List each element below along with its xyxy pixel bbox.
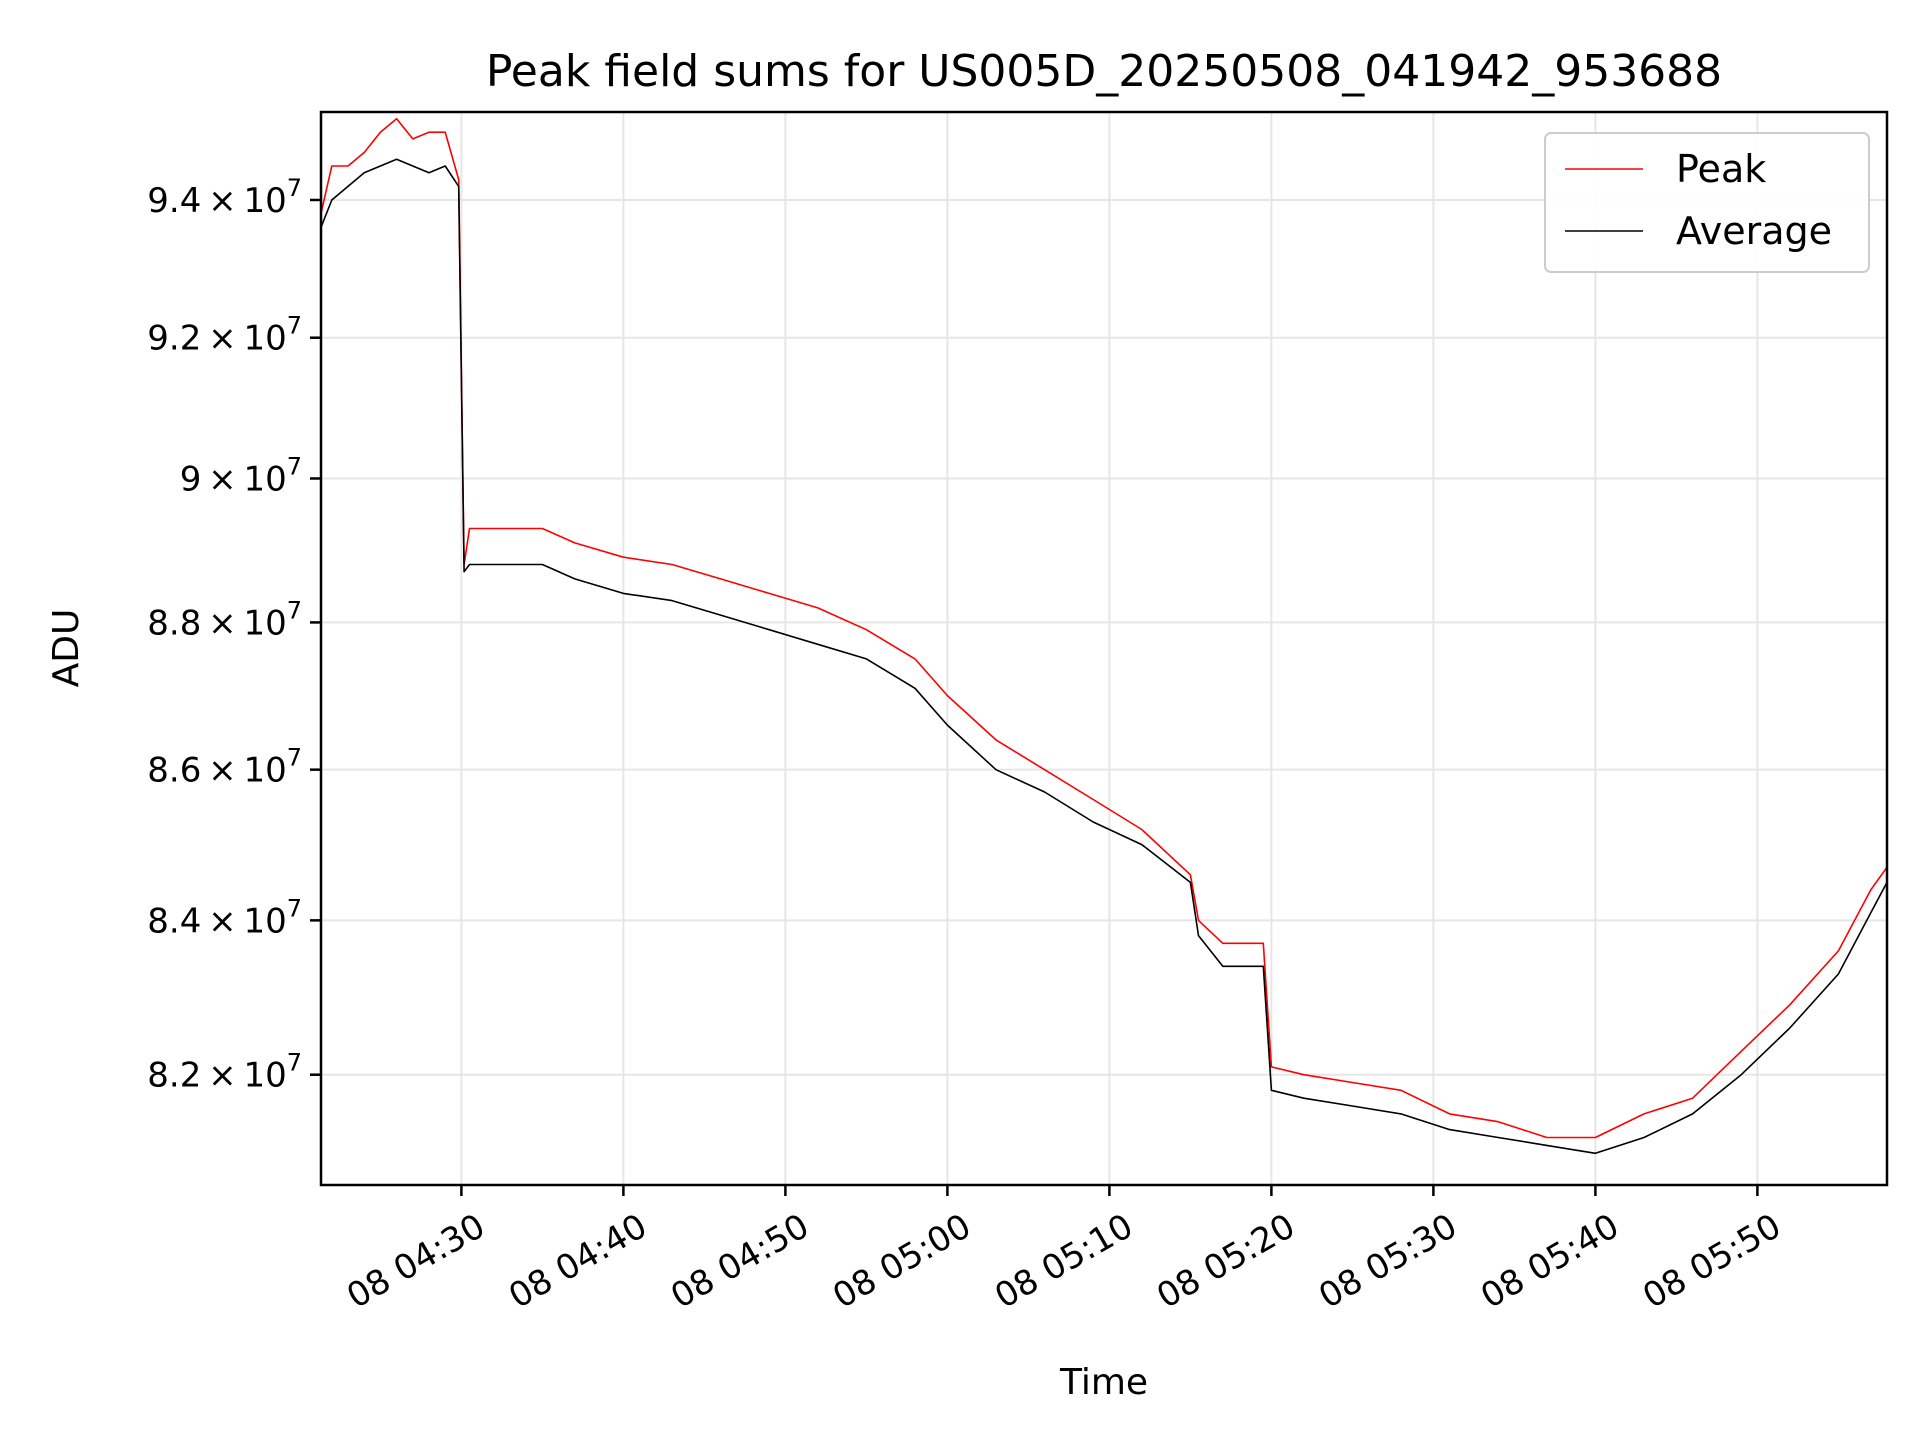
y-axis-label: ADU [46, 609, 87, 688]
y-tick-times: × [201, 319, 243, 359]
chart-title: Peak field sums for US005D_20250508_0419… [486, 46, 1722, 97]
y-tick-label: 8.6 × 107 [147, 744, 302, 791]
x-tick-label: 08 05:20 [1150, 1206, 1302, 1317]
y-tick-label: 9 × 107 [180, 452, 302, 499]
x-tick-label: 08 04:40 [502, 1206, 654, 1317]
y-tick-mantissa: 8.8 [147, 603, 201, 643]
x-tick-label: 08 05:10 [988, 1206, 1140, 1317]
y-tick-base: 10 [243, 751, 286, 791]
y-tick-base: 10 [243, 319, 286, 359]
y-tick-exponent: 7 [287, 596, 302, 624]
y-tick-label: 8.8 × 107 [147, 596, 302, 643]
y-tick-mantissa: 8.4 [147, 901, 201, 941]
y-tick-exponent: 7 [287, 894, 302, 922]
y-tick-times: × [201, 459, 243, 499]
y-tick-mantissa: 9.4 [147, 181, 201, 221]
x-tick-label: 08 04:30 [340, 1206, 492, 1317]
y-tick-base: 10 [243, 1056, 286, 1096]
y-tick-label: 9.2 × 107 [147, 312, 302, 359]
y-tick-times: × [201, 751, 243, 791]
y-tick-exponent: 7 [287, 744, 302, 772]
series-line-average [320, 158, 1888, 1155]
y-tick-times: × [201, 901, 243, 941]
y-tick-label: 8.2 × 107 [147, 1049, 302, 1096]
y-tick-base: 10 [243, 603, 286, 643]
legend: Peak Average [1544, 132, 1870, 273]
y-tick-base: 10 [243, 901, 286, 941]
x-tick-label: 08 05:40 [1474, 1206, 1626, 1317]
series-line-peak [320, 117, 1888, 1139]
y-tick-mantissa: 8.2 [147, 1056, 201, 1096]
grid [321, 112, 1887, 1185]
y-tick-exponent: 7 [287, 174, 302, 202]
y-tick-times: × [201, 181, 243, 221]
y-tick-exponent: 7 [287, 452, 302, 480]
y-tick-exponent: 7 [287, 312, 302, 340]
y-tick-mantissa: 9.2 [147, 319, 201, 359]
x-axis-label: Time [1059, 1362, 1148, 1403]
y-tick-base: 10 [243, 459, 286, 499]
x-tick-label: 08 04:50 [664, 1206, 816, 1317]
y-tick-mantissa: 9 [180, 459, 202, 499]
legend-label: Peak [1676, 147, 1766, 191]
series-lines [320, 117, 1888, 1155]
plot-frame [319, 110, 1889, 1187]
x-tick-label: 08 05:30 [1312, 1206, 1464, 1317]
legend-label: Average [1676, 209, 1832, 253]
legend-box [1544, 132, 1870, 273]
x-axis: 08 04:30 08 04:40 08 04:50 08 05:00 08 05:10… [340, 1185, 1788, 1317]
x-tick-label: 08 05:50 [1636, 1206, 1788, 1317]
y-tick-base: 10 [243, 181, 286, 221]
y-tick-label: 8.4 × 107 [147, 894, 302, 941]
y-tick-exponent: 7 [287, 1049, 302, 1077]
y-tick-mantissa: 8.6 [147, 751, 201, 791]
y-tick-label: 9.4 × 107 [147, 174, 302, 221]
y-tick-times: × [201, 603, 243, 643]
y-tick-times: × [201, 1056, 243, 1096]
x-tick-label: 08 05:00 [826, 1206, 978, 1317]
